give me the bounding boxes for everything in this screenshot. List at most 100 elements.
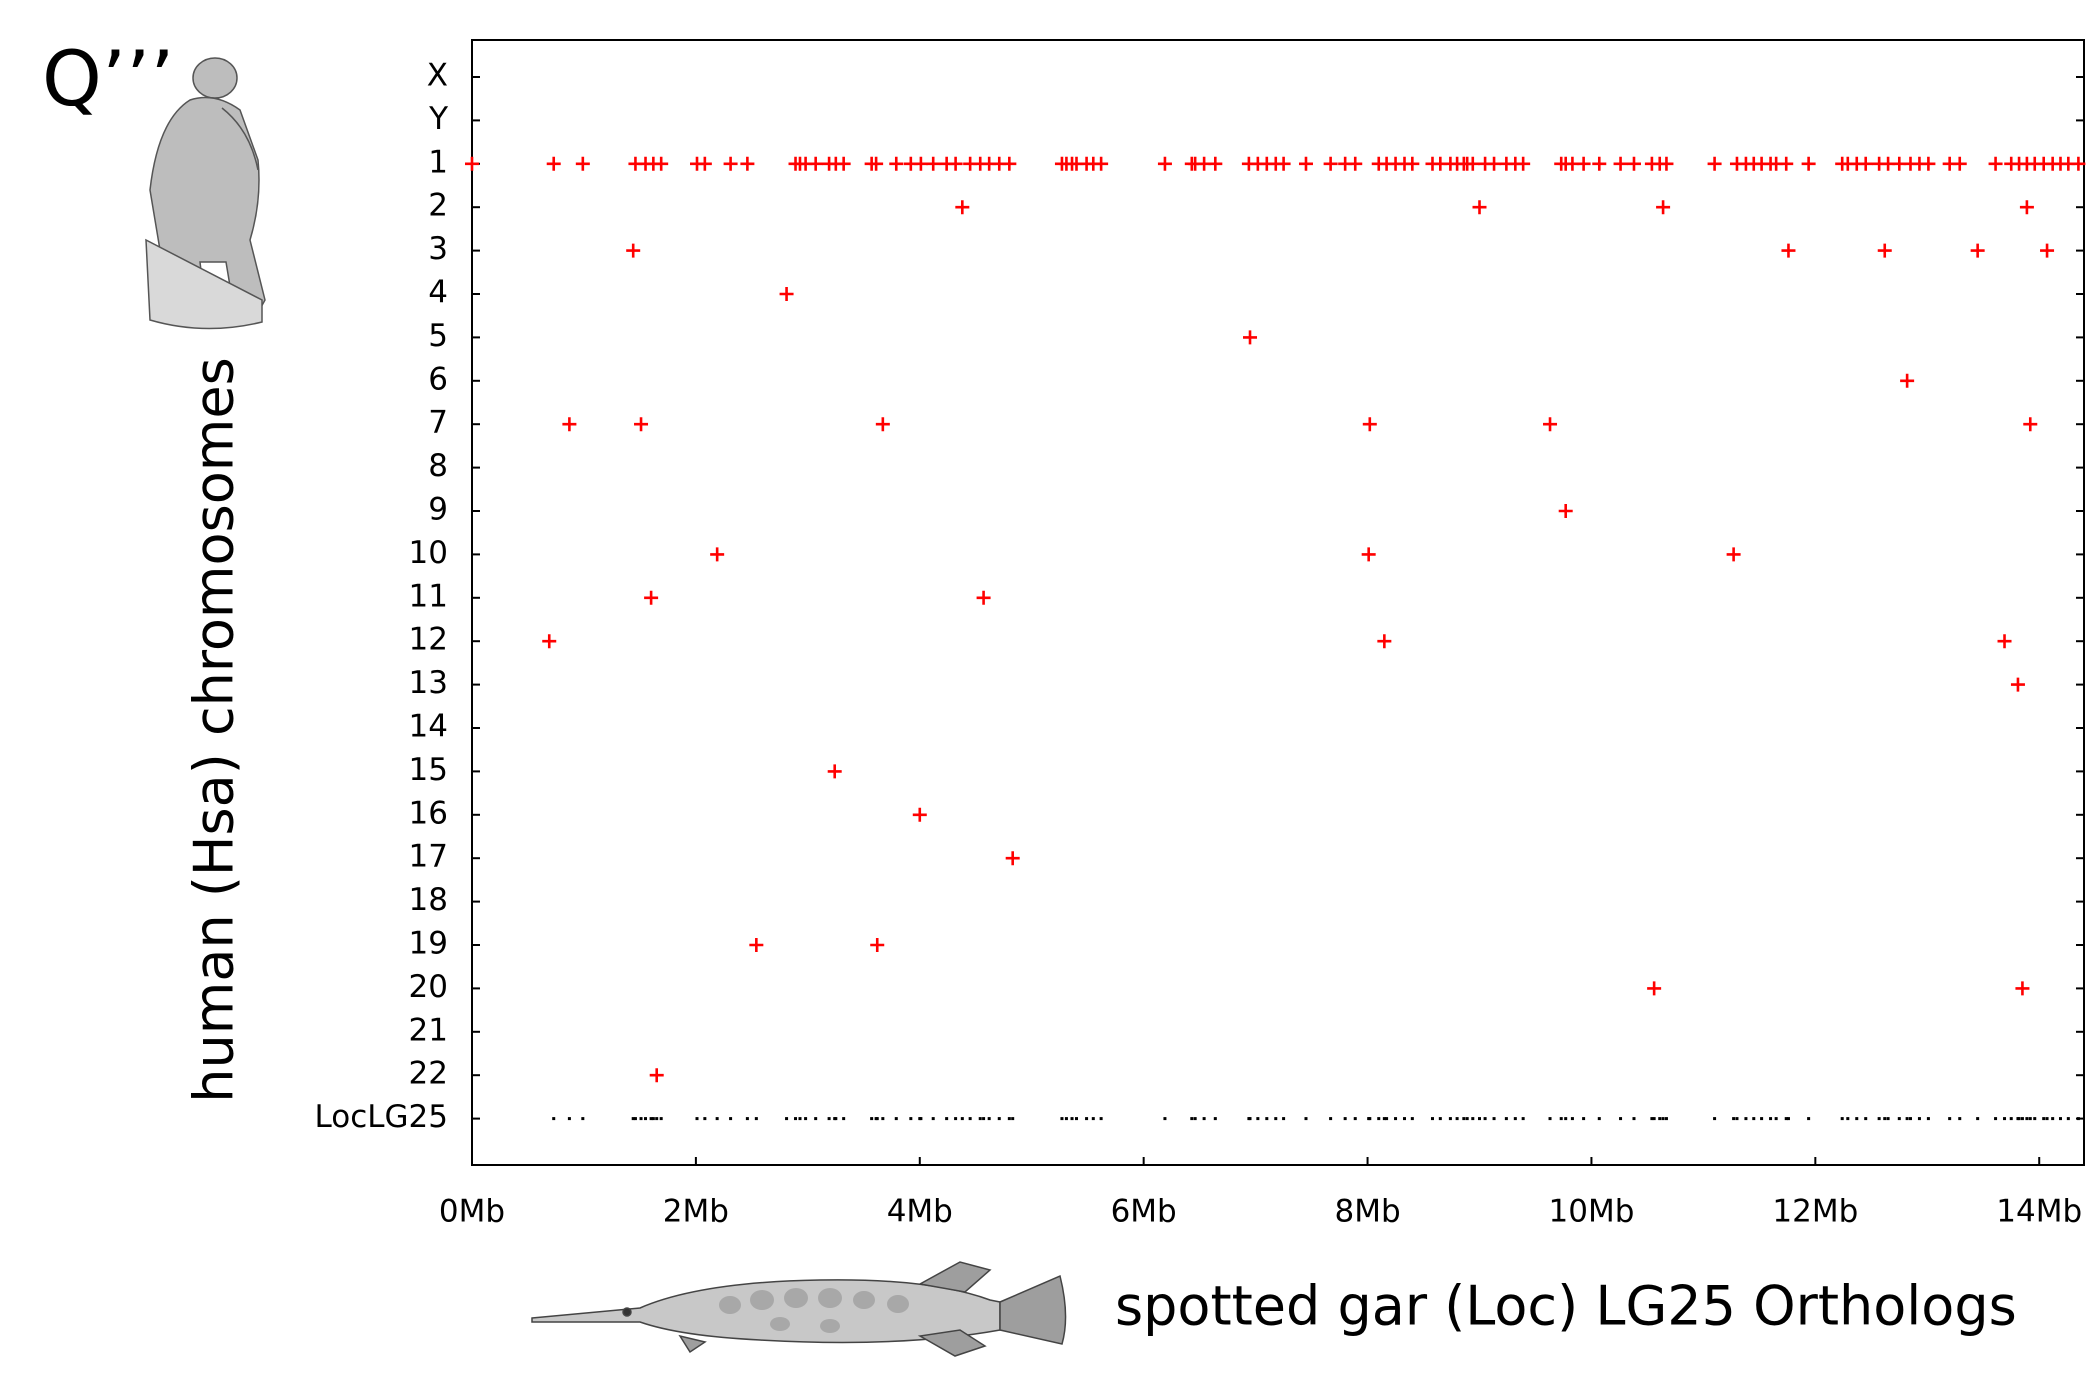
gene-marker xyxy=(1402,1117,1406,1121)
gene-marker xyxy=(1274,1117,1278,1121)
gene-marker xyxy=(1855,1117,1859,1121)
gene-marker xyxy=(1438,1117,1442,1121)
gene-marker xyxy=(1471,1117,1475,1121)
ortholog-marker xyxy=(870,938,885,952)
ortholog-marker xyxy=(1361,547,1376,562)
gene-marker xyxy=(1744,1117,1748,1121)
gene-marker xyxy=(1652,1117,1656,1121)
gene-marker xyxy=(1632,1117,1636,1121)
ortholog-marker xyxy=(1405,156,1420,171)
y-tick-label: 21 xyxy=(409,1012,448,1048)
gene-marker xyxy=(1091,1117,1095,1121)
gene-marker xyxy=(703,1117,707,1121)
gene-marker xyxy=(2042,1117,2046,1121)
gene-marker xyxy=(960,1117,964,1121)
ortholog-marker xyxy=(1779,156,1794,171)
x-tick-label: 10Mb xyxy=(1549,1194,1635,1230)
gene-marker xyxy=(794,1117,798,1121)
gene-marker xyxy=(894,1117,898,1121)
gene-marker xyxy=(982,1117,986,1121)
ortholog-marker xyxy=(1801,156,1816,171)
y-tick-label: Y xyxy=(428,101,448,137)
gene-marker xyxy=(2009,1117,2013,1121)
gene-marker xyxy=(1877,1117,1881,1121)
gene-marker xyxy=(1455,1117,1459,1121)
gene-marker xyxy=(552,1117,556,1121)
y-tick-label: 19 xyxy=(409,926,448,962)
gene-marker xyxy=(1368,1117,1372,1121)
gene-marker xyxy=(1883,1117,1887,1121)
gene-marker xyxy=(1650,1117,1654,1121)
gene-marker xyxy=(1163,1117,1167,1121)
gene-marker xyxy=(1769,1117,1773,1121)
gene-marker xyxy=(1304,1117,1308,1121)
ortholog-marker xyxy=(649,1068,664,1083)
ortholog-marker xyxy=(697,156,712,171)
gene-marker xyxy=(909,1117,913,1121)
gene-marker xyxy=(2076,1117,2080,1121)
gene-marker xyxy=(1564,1117,1568,1121)
gene-marker xyxy=(1926,1117,1930,1121)
x-tick-label: 2Mb xyxy=(663,1194,729,1230)
y-tick-label: 5 xyxy=(428,318,448,354)
gene-marker xyxy=(1099,1117,1103,1121)
ortholog-marker xyxy=(827,764,842,779)
ortholog-marker xyxy=(1592,156,1607,171)
gene-marker xyxy=(785,1117,789,1121)
gene-marker xyxy=(1256,1117,1260,1121)
y-tick-label: 17 xyxy=(409,839,448,875)
gene-marker xyxy=(644,1117,648,1121)
gene-marker xyxy=(1382,1117,1386,1121)
gene-marker xyxy=(1570,1117,1574,1121)
ortholog-marker xyxy=(1558,504,1573,518)
gene-marker xyxy=(1619,1117,1623,1121)
gene-marker xyxy=(715,1117,719,1121)
gene-marker xyxy=(1760,1117,1764,1121)
ortholog-marker xyxy=(1157,156,1172,171)
gene-marker xyxy=(842,1117,846,1121)
gene-marker xyxy=(1846,1117,1850,1121)
ortholog-marker xyxy=(836,156,851,171)
ortholog-marker xyxy=(2019,200,2034,215)
gar-illustration xyxy=(531,1261,1067,1357)
ortholog-marker xyxy=(1858,156,1873,171)
y-tick-label: 13 xyxy=(409,665,448,701)
gene-marker xyxy=(567,1117,571,1121)
ortholog-marker xyxy=(1726,547,1741,562)
ortholog-marker xyxy=(779,287,794,301)
gene-marker xyxy=(1664,1117,1668,1121)
gene-marker xyxy=(798,1117,802,1121)
y-tick-label: 14 xyxy=(409,709,448,745)
gene-marker xyxy=(2058,1117,2062,1121)
ortholog-marker xyxy=(654,156,669,171)
gene-marker xyxy=(1521,1117,1525,1121)
x-tick-label: 6Mb xyxy=(1111,1194,1177,1230)
y-tick-label: 6 xyxy=(428,361,448,397)
gene-marker xyxy=(745,1117,749,1121)
gene-marker xyxy=(2003,1117,2007,1121)
gene-marker xyxy=(2025,1117,2029,1121)
ortholog-marker xyxy=(644,590,659,605)
y-tick-label: 2 xyxy=(428,188,448,224)
ortholog-marker xyxy=(912,807,927,822)
y-tick-label: 22 xyxy=(409,1056,448,1092)
ortholog-marker xyxy=(1243,330,1258,345)
gene-marker xyxy=(978,1117,982,1121)
ortholog-marker xyxy=(749,938,764,952)
ortholog-marker xyxy=(1323,156,1338,171)
gene-marker xyxy=(695,1117,699,1121)
gene-marker xyxy=(1394,1117,1398,1121)
ortholog-marker xyxy=(1348,156,1363,171)
gene-marker xyxy=(1007,1117,1011,1121)
ortholog-marker xyxy=(1377,634,1392,649)
gene-marker xyxy=(1976,1117,1980,1121)
gene-marker xyxy=(1193,1117,1197,1121)
y-tick-label: 8 xyxy=(428,448,448,484)
y-tick-label: LocLG25 xyxy=(315,1099,448,1135)
gene-marker xyxy=(1713,1117,1717,1121)
gene-marker xyxy=(1190,1117,1194,1121)
gene-marker xyxy=(1478,1117,1481,1121)
ortholog-marker xyxy=(1094,156,1109,171)
ortholog-marker xyxy=(1659,156,1674,171)
